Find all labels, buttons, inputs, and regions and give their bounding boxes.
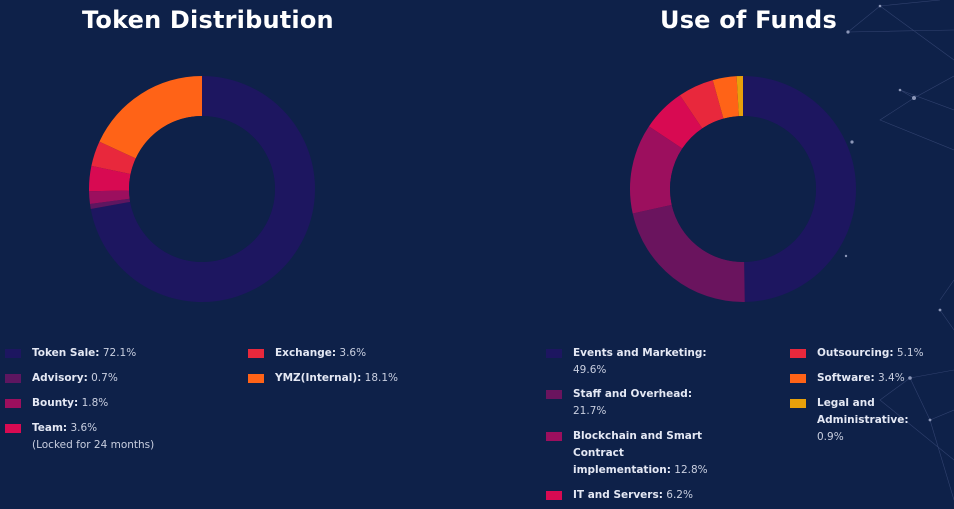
legend-swatch: [546, 432, 562, 441]
legend-note: (Locked for 24 months): [32, 439, 155, 451]
chart-title: Use of Funds: [660, 6, 837, 34]
legend-label: Blockchain and Smart Contract implementa…: [573, 430, 703, 476]
chart-title: Token Distribution: [82, 6, 334, 34]
legend-label: Software:: [817, 372, 875, 384]
use-of-funds-donut: [630, 76, 856, 302]
slice-outsourcing: [679, 80, 724, 129]
slice-events-and-marketing: [743, 76, 856, 302]
legend-swatch: [546, 349, 562, 358]
slice-bounty: [89, 190, 130, 205]
legend-swatch: [790, 399, 806, 408]
slice-software: [712, 76, 739, 119]
legend-item-token-sale: Token Sale: 72.1%: [5, 345, 220, 362]
legend-value: 21.7%: [573, 405, 607, 417]
legend-label: Events and Marketing:: [573, 347, 707, 359]
legend-item-software: Software: 3.4%: [790, 370, 950, 387]
donut-hole: [129, 116, 275, 262]
slice-team: [89, 165, 131, 192]
legend-label: Bounty:: [32, 397, 79, 409]
legend-swatch: [790, 349, 806, 358]
legend-value: 3.6%: [67, 422, 98, 434]
use-of-funds-panel: Use of Funds Events and Marketing: 49.6%…: [480, 0, 954, 509]
legend-item-bounty: Bounty: 1.8%: [5, 395, 220, 412]
legend-item-legal-and-administrative: Legal and Administrative: 0.9%: [790, 395, 920, 446]
donut-hole: [670, 116, 816, 262]
legend-swatch: [790, 374, 806, 383]
legend-value: 0.9%: [817, 431, 844, 443]
legend-value: 1.8%: [78, 397, 109, 409]
slice-exchange: [91, 141, 136, 175]
token-distribution-panel: Token Distribution Token Sale: 72.1% Advi…: [5, 6, 463, 454]
legend-label: Outsourcing:: [817, 347, 894, 359]
legend-swatch: [5, 349, 21, 358]
legend-item-exchange: Exchange: 3.6%: [248, 345, 463, 362]
legend-item-staff-and-overhead: Staff and Overhead: 21.7%: [546, 386, 711, 420]
legend-value: 18.1%: [361, 372, 399, 384]
legend-value: 49.6%: [573, 364, 607, 376]
legend-value: 5.1%: [893, 347, 924, 359]
legend-value: 0.7%: [87, 372, 118, 384]
legend-swatch: [248, 374, 264, 383]
legend-label: Team:: [32, 422, 68, 434]
slice-blockchain-and-smart-contract-implementation: [630, 126, 683, 214]
legend-label: Exchange:: [275, 347, 337, 359]
legend-swatch: [5, 399, 21, 408]
legend-item-ymz-internal: YMZ(Internal): 18.1%: [248, 370, 463, 387]
legend-label: Token Sale:: [32, 347, 100, 359]
legend-item-blockchain-and-smart-contract-implementation: Blockchain and Smart Contract implementa…: [546, 428, 711, 479]
slice-advisory: [90, 198, 131, 209]
legend-item-outsourcing: Outsourcing: 5.1%: [790, 345, 950, 362]
slice-staff-and-overhead: [632, 204, 745, 302]
legend-item-events-and-marketing: Events and Marketing: 49.6%: [546, 345, 711, 379]
legend-value: 3.4%: [874, 372, 905, 384]
legend-swatch: [5, 374, 21, 383]
slice-ymz-internal: [99, 76, 202, 159]
legend-value: 72.1%: [99, 347, 137, 359]
legend-label: Advisory:: [32, 372, 88, 384]
slice-it-and-servers: [648, 95, 703, 149]
legend-item-team: Team: 3.6% (Locked for 24 months): [5, 420, 220, 454]
slice-token-sale: [90, 76, 315, 302]
legend-item-it-and-servers: IT and Servers: 6.2%: [546, 487, 711, 504]
legend-label: YMZ(Internal):: [275, 372, 362, 384]
token-distribution-donut: [89, 76, 315, 302]
legend-swatch: [248, 349, 264, 358]
legend-swatch: [546, 491, 562, 500]
legend-label: Staff and Overhead:: [573, 388, 693, 400]
legend-value: 12.8%: [670, 464, 708, 476]
legend-item-advisory: Advisory: 0.7%: [5, 370, 220, 387]
slice-legal-and-administrative: [736, 76, 743, 117]
legend-label: Legal and Administrative:: [817, 397, 909, 426]
legend-label: IT and Servers:: [573, 489, 663, 501]
legend-swatch: [5, 424, 21, 433]
legend-value: 6.2%: [662, 489, 693, 501]
legend-swatch: [546, 390, 562, 399]
legend-value: 3.6%: [336, 347, 367, 359]
